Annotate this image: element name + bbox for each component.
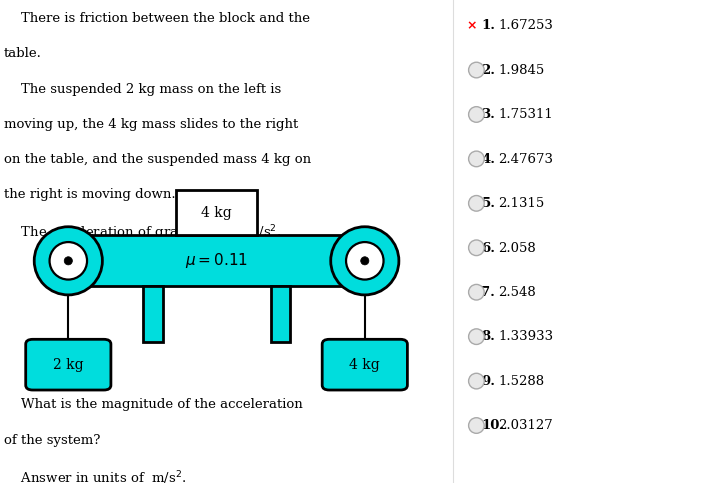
Ellipse shape bbox=[469, 62, 484, 78]
Ellipse shape bbox=[469, 151, 484, 167]
Text: on the table, and the suspended mass 4 kg on: on the table, and the suspended mass 4 k… bbox=[4, 153, 311, 166]
Text: 6.: 6. bbox=[481, 242, 496, 255]
FancyBboxPatch shape bbox=[143, 286, 163, 341]
Ellipse shape bbox=[469, 107, 484, 122]
Ellipse shape bbox=[469, 329, 484, 344]
Text: 5.: 5. bbox=[481, 197, 496, 210]
Text: $\mu = 0.11$: $\mu = 0.11$ bbox=[185, 251, 248, 270]
Ellipse shape bbox=[64, 257, 72, 265]
Text: 2.058: 2.058 bbox=[498, 242, 536, 255]
Text: 7.: 7. bbox=[481, 286, 496, 299]
Text: 4 kg: 4 kg bbox=[349, 358, 380, 371]
Text: There is friction between the block and the: There is friction between the block and … bbox=[4, 12, 310, 25]
Ellipse shape bbox=[469, 373, 484, 389]
Text: 2.47673: 2.47673 bbox=[498, 153, 553, 166]
Text: 1.: 1. bbox=[481, 19, 496, 32]
Text: 2.548: 2.548 bbox=[498, 286, 536, 299]
Text: The suspended 2 kg mass on the left is: The suspended 2 kg mass on the left is bbox=[4, 83, 280, 96]
Text: 1.33933: 1.33933 bbox=[498, 330, 554, 343]
Ellipse shape bbox=[469, 196, 484, 211]
Ellipse shape bbox=[469, 240, 484, 256]
Text: 2.1315: 2.1315 bbox=[498, 197, 545, 210]
Text: 1.67253: 1.67253 bbox=[498, 19, 553, 32]
Text: The acceleration of gravity is 9.8 m/s$^2$.: The acceleration of gravity is 9.8 m/s$^… bbox=[4, 224, 280, 243]
Text: 1.75311: 1.75311 bbox=[498, 108, 553, 121]
Ellipse shape bbox=[346, 242, 383, 280]
Ellipse shape bbox=[34, 227, 102, 295]
Text: 3.: 3. bbox=[481, 108, 496, 121]
Ellipse shape bbox=[331, 227, 399, 295]
Text: 4 kg: 4 kg bbox=[201, 206, 232, 219]
FancyBboxPatch shape bbox=[176, 189, 258, 235]
FancyBboxPatch shape bbox=[271, 286, 290, 341]
Text: 2 kg: 2 kg bbox=[53, 358, 84, 371]
Text: 1.9845: 1.9845 bbox=[498, 64, 545, 77]
Text: table.: table. bbox=[4, 47, 41, 60]
Ellipse shape bbox=[361, 257, 369, 265]
Ellipse shape bbox=[469, 418, 484, 433]
Text: the right is moving down.: the right is moving down. bbox=[4, 188, 175, 201]
Text: 9.: 9. bbox=[481, 375, 496, 388]
Ellipse shape bbox=[50, 242, 87, 280]
FancyBboxPatch shape bbox=[322, 339, 408, 390]
Text: 4.: 4. bbox=[481, 153, 496, 166]
Text: What is the magnitude of the acceleration: What is the magnitude of the acceleratio… bbox=[4, 398, 302, 412]
Text: 2.: 2. bbox=[481, 64, 496, 77]
Text: 8.: 8. bbox=[481, 330, 496, 343]
Text: 2.03127: 2.03127 bbox=[498, 419, 553, 432]
Text: Answer in units of  m/s$^2$.: Answer in units of m/s$^2$. bbox=[4, 469, 186, 483]
Text: 1.5288: 1.5288 bbox=[498, 375, 545, 388]
Text: moving up, the 4 kg mass slides to the right: moving up, the 4 kg mass slides to the r… bbox=[4, 118, 297, 131]
Text: 10.: 10. bbox=[481, 419, 505, 432]
FancyBboxPatch shape bbox=[26, 339, 111, 390]
FancyBboxPatch shape bbox=[89, 235, 344, 286]
Ellipse shape bbox=[469, 284, 484, 300]
Text: ×: × bbox=[466, 19, 477, 32]
Text: of the system?: of the system? bbox=[4, 434, 100, 447]
